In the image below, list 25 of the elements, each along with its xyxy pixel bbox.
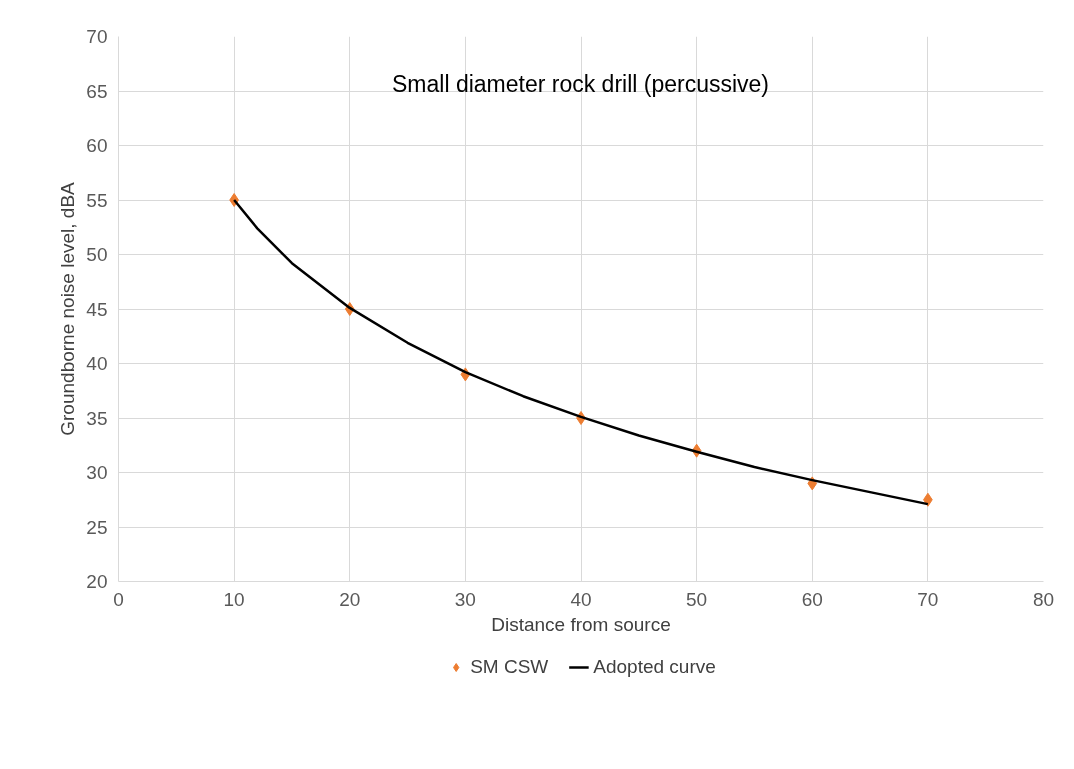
legend-label: SM CSW — [470, 656, 549, 678]
x-tick-label: 80 — [1032, 588, 1055, 610]
legend-label: Adopted curve — [593, 656, 716, 678]
y-tick-label: 55 — [86, 189, 108, 211]
y-tick-label: 50 — [86, 244, 108, 265]
x-tick-label: 20 — [339, 588, 361, 610]
y-tick-label: 30 — [86, 462, 108, 483]
y-tick-label: 70 — [86, 26, 108, 47]
y-tick-label: 60 — [86, 135, 108, 156]
y-tick-label: 65 — [86, 80, 108, 102]
y-tick-label: 25 — [86, 516, 108, 538]
x-tick-label: 50 — [686, 588, 708, 610]
x-tick-label: 60 — [801, 588, 823, 610]
y-axis-title: Groundborne noise level, dBA — [57, 181, 79, 436]
x-tick-label: 10 — [223, 588, 245, 610]
x-axis-title: Distance from source — [491, 613, 671, 635]
y-tick-label: 45 — [86, 298, 108, 320]
text: Small diameter rock drill (percussive) — [391, 70, 770, 97]
x-tick-label: 70 — [917, 588, 939, 610]
x-tick-label: 0 — [113, 588, 124, 610]
y-tick-label: 20 — [86, 571, 108, 592]
y-tick-label: 40 — [86, 353, 108, 374]
x-tick-label: 40 — [570, 588, 592, 610]
y-tick-label: 35 — [86, 407, 108, 429]
x-tick-label: 30 — [454, 588, 476, 610]
